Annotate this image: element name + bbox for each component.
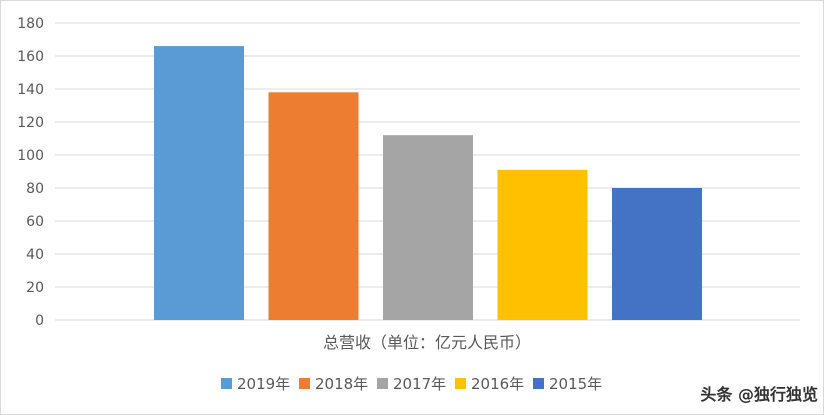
bar-2015年 xyxy=(612,188,702,320)
legend-swatch xyxy=(377,378,388,389)
y-tick-label: 120 xyxy=(17,115,44,131)
legend-label: 2019年 xyxy=(237,375,290,393)
legend-label: 2015年 xyxy=(549,375,602,393)
y-tick-label: 140 xyxy=(17,82,44,98)
y-tick-label: 60 xyxy=(26,214,44,230)
legend-swatch xyxy=(221,378,232,389)
y-tick-label: 180 xyxy=(17,16,44,32)
legend: 2019年 2018年 2017年 2016年 2015年 xyxy=(221,375,602,393)
bar-2019年 xyxy=(154,46,244,320)
bar-2017年 xyxy=(383,135,473,320)
legend-swatch xyxy=(455,378,466,389)
bars xyxy=(154,46,702,320)
legend-swatch xyxy=(299,378,310,389)
category-label: 总营收（单位：亿元人民币） xyxy=(323,333,531,352)
y-axis: 0 20 40 60 80 100 120 140 160 180 xyxy=(17,16,44,329)
legend-label: 2016年 xyxy=(471,375,524,393)
y-tick-label: 40 xyxy=(26,247,44,263)
bar-2018年 xyxy=(268,92,359,320)
y-tick-label: 100 xyxy=(17,148,44,164)
y-tick-label: 0 xyxy=(35,313,44,329)
y-tick-label: 20 xyxy=(26,280,44,296)
watermark: 头条 @独行独览 xyxy=(700,385,818,404)
bar-2016年 xyxy=(497,169,588,320)
y-tick-label: 80 xyxy=(26,181,44,197)
legend-label: 2018年 xyxy=(315,375,368,393)
legend-swatch xyxy=(533,378,544,389)
legend-label: 2017年 xyxy=(393,375,446,393)
y-tick-label: 160 xyxy=(17,49,44,65)
